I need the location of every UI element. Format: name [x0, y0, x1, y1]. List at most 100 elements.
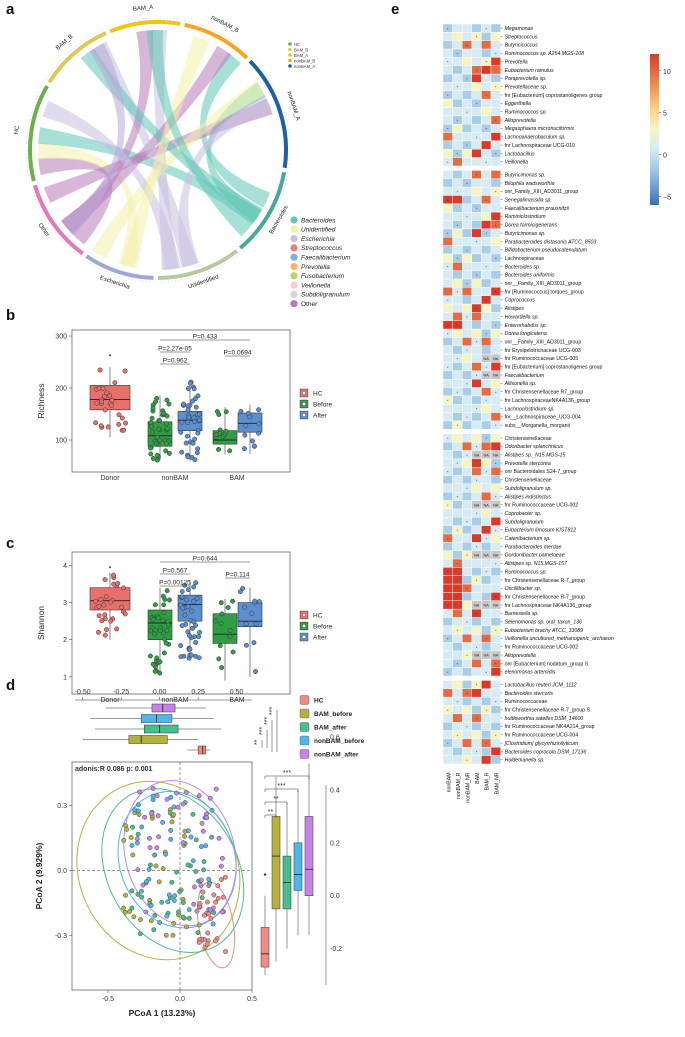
sig-star: *	[466, 759, 468, 763]
sig-star: *	[466, 654, 468, 658]
heatmap-cell	[481, 558, 492, 568]
heatmap-cell	[442, 82, 453, 91]
taxon-label: Alistipes indistinctus	[504, 494, 552, 500]
legend-marker	[302, 413, 307, 418]
scatter-point	[140, 882, 146, 888]
heatmap-cell	[452, 433, 463, 443]
scatter-point	[147, 835, 152, 841]
scatter-point	[199, 895, 205, 901]
heatmap-cell	[490, 123, 501, 133]
heatmap-cell	[471, 253, 482, 263]
heatmap-cell	[452, 157, 463, 167]
heatmap-cell	[490, 713, 501, 723]
heatmap-cell	[471, 688, 482, 698]
sig-star: *	[495, 119, 497, 123]
heatmap-cell	[462, 320, 473, 330]
heatmap-cell	[481, 345, 492, 355]
heatmap-cell	[471, 420, 482, 430]
data-point	[182, 582, 188, 588]
heatmap-cell	[471, 115, 482, 125]
heatmap-cell	[471, 320, 482, 330]
outlier-point	[109, 566, 111, 569]
heatmap-cell	[442, 353, 453, 363]
heatmap-cell	[452, 508, 463, 518]
heatmap-cell	[490, 508, 501, 518]
scatter-point	[164, 913, 170, 919]
heatmap-cell	[471, 195, 482, 205]
legend-label: BAM_after	[314, 725, 347, 732]
x-tick-label: 0.0	[175, 996, 185, 1003]
scatter-point	[191, 901, 197, 907]
heatmap-cell	[490, 575, 501, 585]
heatmap-cell	[462, 115, 473, 125]
scatter-point	[131, 914, 137, 920]
taxon-label: subs__Morganella_morganii	[505, 423, 570, 429]
heatmap-cell	[452, 634, 463, 643]
scatter-point	[170, 932, 176, 938]
scatter-point	[210, 921, 216, 927]
heatmap-cell	[462, 420, 473, 430]
heatmap-cell	[452, 608, 463, 618]
sig-star: *	[447, 27, 449, 31]
taxon-label: Parabacteroides distasonis ATCC_8503	[505, 239, 597, 245]
y-axis-title: Shannon	[36, 606, 46, 640]
heatmap-cell	[490, 722, 501, 731]
data-point	[108, 599, 114, 605]
heatmap-cell	[481, 149, 492, 158]
heatmap-cell	[490, 107, 501, 117]
heatmap-cell	[471, 617, 482, 627]
taxon-label: Veillonella uncultured_methanogenic_arch…	[505, 636, 614, 642]
na-label: NA	[484, 503, 490, 507]
sig-star: *	[447, 709, 449, 713]
data-point	[102, 407, 108, 413]
scatter-point	[218, 863, 224, 869]
heatmap-cell	[481, 730, 492, 740]
mini-legend-dot	[288, 42, 292, 46]
taxon-label: Bilophila wadsworthia	[505, 181, 555, 187]
scatter-point	[190, 811, 196, 817]
scatter-point	[205, 899, 210, 905]
data-point	[253, 621, 259, 627]
heatmap-cell	[452, 195, 463, 205]
taxon-label: Alloprevotella	[504, 653, 536, 659]
scatter-point	[185, 862, 191, 868]
sig-star: *	[476, 646, 478, 650]
scatter-point	[180, 840, 186, 845]
chord-link	[146, 30, 253, 237]
heatmap-cell	[471, 558, 482, 568]
heatmap-cell	[452, 328, 463, 338]
sig-star: *	[447, 299, 449, 303]
legend-label: Other	[301, 301, 318, 308]
heatmap-cell	[490, 583, 501, 593]
pvalue-label: P=0.114	[226, 572, 250, 579]
top-tick-label: -0.50	[75, 689, 91, 696]
sig-star: *	[457, 257, 459, 261]
heatmap-cell	[462, 149, 473, 158]
heatmap-cell	[481, 320, 492, 330]
plot-frame	[71, 551, 291, 695]
sector-label: nonBAM_B	[210, 15, 240, 35]
x-tick-label: 0.5	[247, 996, 257, 1003]
sig-star: *	[485, 537, 487, 541]
heatmap-cell	[481, 412, 492, 422]
right-sig-bracket	[264, 775, 310, 779]
sig-star: *	[466, 144, 468, 148]
heatmap-cell	[481, 688, 492, 698]
heatmap-cell	[452, 550, 463, 560]
y-tick-label: 1	[63, 674, 67, 681]
heatmap-cell	[481, 492, 492, 501]
scatter-point	[197, 901, 203, 906]
legend-marker	[302, 624, 307, 629]
sig-star: *	[457, 224, 459, 228]
sig-star: *	[457, 391, 459, 395]
heatmap-cell	[490, 57, 501, 66]
scatter-point	[184, 924, 189, 930]
heatmap-cell	[490, 211, 501, 221]
scatter-point	[196, 940, 202, 945]
mini-legend-label: nonBAM_B	[294, 59, 315, 64]
heatmap-cell	[481, 278, 492, 288]
data-point	[196, 634, 202, 640]
heatmap-cell	[452, 680, 463, 690]
heatmap-cell	[462, 370, 473, 380]
heatmap-cell	[490, 195, 501, 205]
